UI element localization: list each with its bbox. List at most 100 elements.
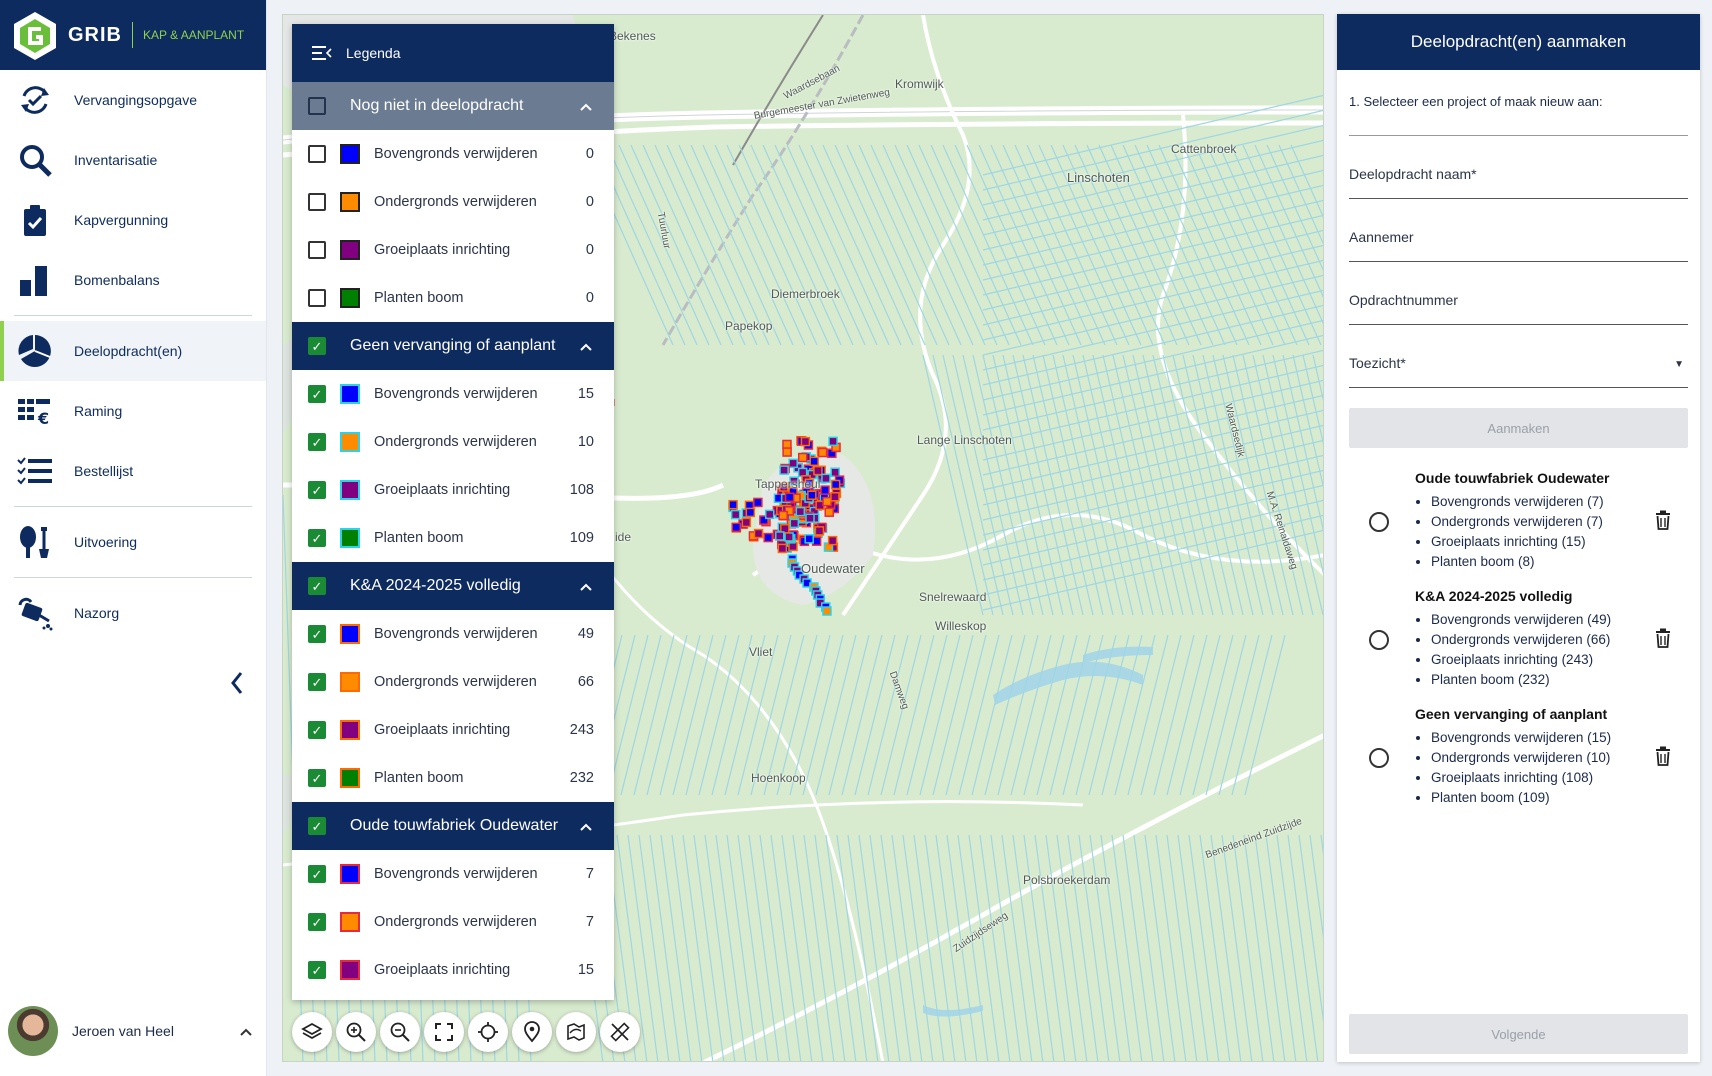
tree-marker[interactable]	[828, 436, 838, 447]
chevron-up-icon[interactable]	[580, 98, 592, 114]
legend-header[interactable]: Legenda	[292, 24, 614, 82]
tree-marker[interactable]	[753, 497, 763, 508]
tree-marker[interactable]	[797, 452, 808, 463]
nav-bomenbalans[interactable]: Bomenbalans	[0, 250, 266, 310]
tree-marker[interactable]	[775, 531, 785, 541]
aanmaken-button[interactable]: Aanmaken	[1349, 408, 1688, 448]
nav-nazorg[interactable]: Nazorg	[0, 583, 266, 643]
deelopdracht-naam-field[interactable]: Deelopdracht naam*	[1349, 166, 1688, 199]
layer-checkbox[interactable]: ✓	[308, 481, 326, 499]
collapse-sidebar-button[interactable]	[230, 670, 244, 702]
tree-marker[interactable]	[782, 439, 792, 450]
tree-marker[interactable]	[789, 518, 800, 529]
project-radio[interactable]	[1369, 512, 1389, 532]
tree-marker[interactable]	[730, 509, 741, 520]
aannemer-field[interactable]: Aannemer	[1349, 229, 1688, 262]
legend-group-header[interactable]: ✓ Oude touwfabriek Oudewater	[292, 802, 614, 850]
trash-icon[interactable]	[1655, 510, 1671, 535]
layer-checkbox[interactable]: ✓	[308, 865, 326, 883]
nav-vervangingsopgave[interactable]: Vervangingsopgave	[0, 70, 266, 130]
zoom-out-button[interactable]	[380, 1012, 420, 1052]
tree-marker[interactable]	[784, 532, 794, 542]
layer-checkbox[interactable]: ✓	[308, 721, 326, 739]
tree-marker[interactable]	[778, 510, 788, 521]
tree-marker[interactable]	[759, 515, 769, 525]
tree-marker[interactable]	[800, 436, 811, 447]
tree-marker[interactable]	[784, 492, 795, 503]
project-radio[interactable]	[1369, 748, 1389, 768]
layer-checkbox[interactable]: ✓	[308, 385, 326, 403]
layer-checkbox[interactable]	[308, 289, 326, 307]
tree-marker[interactable]	[817, 447, 828, 458]
tree-marker[interactable]	[779, 482, 789, 492]
layer-checkbox[interactable]: ✓	[308, 625, 326, 643]
layers-button[interactable]	[292, 1012, 332, 1052]
tree-marker[interactable]	[780, 523, 790, 534]
tree-marker[interactable]	[777, 543, 788, 554]
marker-button[interactable]	[512, 1012, 552, 1052]
zoom-in-button[interactable]	[336, 1012, 376, 1052]
tree-marker[interactable]	[820, 485, 830, 495]
group-checkbox[interactable]: ✓	[308, 817, 326, 835]
layer-checkbox[interactable]: ✓	[308, 769, 326, 787]
tree-marker[interactable]	[809, 456, 819, 467]
tree-marker[interactable]	[830, 479, 841, 490]
tree-marker[interactable]	[763, 532, 773, 543]
project-radio[interactable]	[1369, 630, 1389, 650]
fullscreen-button[interactable]	[424, 1012, 464, 1052]
legend-group-header[interactable]: ✓ Geen vervanging of aanplant	[292, 322, 614, 370]
opdrachtnummer-field[interactable]: Opdrachtnummer	[1349, 292, 1688, 325]
layer-checkbox[interactable]	[308, 193, 326, 211]
route-button[interactable]	[556, 1012, 596, 1052]
tree-marker[interactable]	[731, 522, 741, 533]
layer-checkbox[interactable]: ✓	[308, 913, 326, 931]
layer-checkbox[interactable]: ✓	[308, 529, 326, 547]
tree-marker[interactable]	[788, 458, 798, 469]
tree-marker[interactable]	[741, 517, 752, 528]
measure-off-button[interactable]	[600, 1012, 640, 1052]
nav-kapvergunning[interactable]: Kapvergunning	[0, 190, 266, 250]
tree-marker[interactable]	[822, 496, 832, 507]
layer-checkbox[interactable]	[308, 145, 326, 163]
tree-marker[interactable]	[814, 526, 825, 536]
group-checkbox[interactable]: ✓	[308, 577, 326, 595]
chevron-up-icon[interactable]	[580, 578, 592, 594]
tree-marker[interactable]	[821, 473, 831, 484]
layer-checkbox[interactable]	[308, 241, 326, 259]
tree-marker[interactable]	[779, 465, 789, 475]
nav-uitvoering[interactable]: Uitvoering	[0, 512, 266, 572]
tree-marker[interactable]	[822, 606, 832, 616]
tree-marker[interactable]	[789, 476, 799, 486]
tree-marker[interactable]	[824, 507, 834, 517]
tree-marker[interactable]	[728, 499, 738, 510]
tree-marker[interactable]	[807, 490, 817, 500]
tree-marker[interactable]	[813, 465, 823, 476]
tree-marker[interactable]	[827, 535, 838, 546]
tree-marker[interactable]	[782, 447, 792, 457]
tree-marker[interactable]	[788, 541, 798, 552]
nav-raming[interactable]: € Raming	[0, 381, 266, 441]
tree-marker[interactable]	[764, 509, 775, 520]
tree-marker[interactable]	[804, 534, 814, 544]
locate-button[interactable]	[468, 1012, 508, 1052]
tree-marker[interactable]	[830, 467, 840, 478]
layer-checkbox[interactable]: ✓	[308, 673, 326, 691]
group-checkbox[interactable]	[308, 97, 326, 115]
chevron-up-icon[interactable]	[580, 338, 592, 354]
nav-deelopdrachten[interactable]: Deelopdracht(en)	[0, 321, 266, 381]
nav-inventarisatie[interactable]: Inventarisatie	[0, 130, 266, 190]
toezicht-select[interactable]: Toezicht* ▼	[1349, 355, 1688, 388]
group-checkbox[interactable]: ✓	[308, 337, 326, 355]
tree-marker[interactable]	[805, 513, 815, 523]
nav-bestellijst[interactable]: Bestellijst	[0, 441, 266, 501]
tree-marker[interactable]	[830, 491, 840, 502]
tree-marker[interactable]	[753, 528, 764, 539]
legend-group-header[interactable]: ✓ K&A 2024-2025 volledig	[292, 562, 614, 610]
trash-icon[interactable]	[1655, 628, 1671, 653]
tree-marker[interactable]	[804, 478, 815, 489]
tree-marker[interactable]	[745, 507, 756, 518]
volgende-button[interactable]: Volgende	[1349, 1014, 1688, 1054]
layer-checkbox[interactable]: ✓	[308, 961, 326, 979]
user-menu[interactable]: Jeroen van Heel	[8, 1004, 260, 1058]
tree-marker[interactable]	[795, 506, 806, 517]
